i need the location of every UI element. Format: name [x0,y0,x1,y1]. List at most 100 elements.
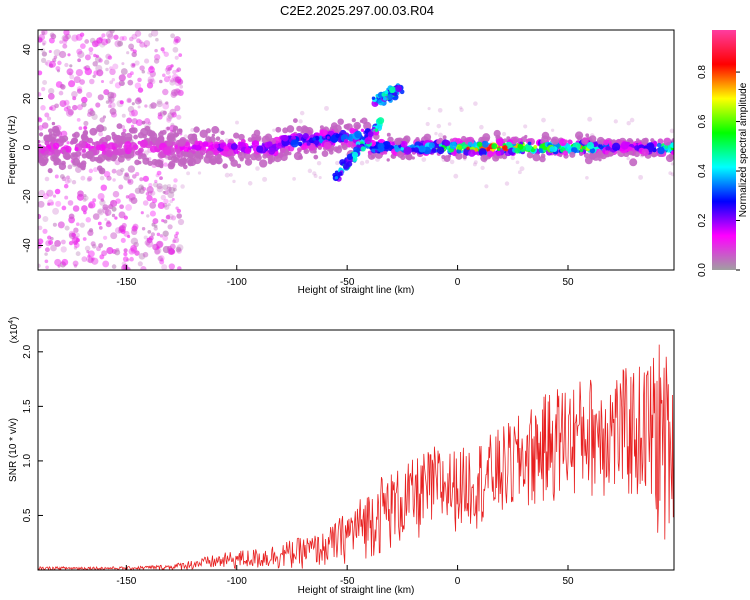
spectral-point [76,88,83,94]
spectral-point [84,67,92,76]
spectral-point [116,123,123,129]
spectral-point [73,240,78,246]
spectral-point [49,60,56,68]
snr-frame [37,329,675,571]
spectral-point [47,235,52,240]
spectral-point [199,129,208,138]
spectral-point [97,221,102,226]
spectral-point [131,109,138,117]
spectral-point [60,239,66,245]
spectral-point [163,162,168,167]
spectral-point [72,137,79,144]
spectral-point [538,148,543,153]
spectral-point [161,219,165,223]
spectral-point [186,171,191,176]
spectral-point [42,80,48,85]
spectral-point [82,130,88,137]
spectral-point [61,149,66,154]
spectral-point [296,125,303,132]
spectral-point [121,113,126,118]
spectral-point [477,141,483,148]
spectral-point [629,139,634,144]
spectral-point [172,239,176,244]
spectrogram-marks [38,30,674,270]
spectral-point [47,92,55,100]
spectral-point [99,199,106,206]
spectral-point [564,139,568,144]
spectral-point [360,146,366,152]
spectral-point [255,166,260,171]
spectral-point [111,78,115,82]
spectral-point [38,70,43,76]
spectral-point [54,174,59,179]
spectral-point [155,173,160,178]
spectral-point [112,135,122,144]
spectral-point [64,195,69,200]
spectral-point [147,160,153,166]
spectral-point [155,37,159,42]
spectral-point [558,153,563,158]
spectral-point [149,210,156,217]
spectrogram-y-ticks: -40 -20 0 20 40 [22,44,43,253]
spectral-point [114,227,122,234]
spectral-point [180,184,185,189]
spectral-point [129,256,134,262]
colorbar-tick-label: 0.0 [697,263,708,277]
x-tick-label: 50 [562,576,574,587]
spectral-point [166,186,172,192]
spectral-point [79,79,85,85]
spectral-point [67,200,74,206]
figure-title: C2E2.2025.297.00.03.R04 [280,3,434,18]
spectral-point [42,42,46,46]
spectral-point [126,117,133,124]
y-tick-label: -40 [22,238,33,253]
snr-series-line [38,344,674,570]
y-tick-label: 2.0 [22,344,33,358]
spectral-point [46,189,54,197]
spectral-point [61,135,69,142]
spectral-point [144,58,150,64]
spectral-point [144,104,148,108]
spectral-point [197,171,202,175]
spectral-point [126,51,130,55]
spectral-point [84,245,91,252]
spectral-point [120,237,126,243]
spectral-point [211,125,220,134]
spectral-point [93,167,98,173]
spectral-point [431,148,437,153]
spectral-point [633,151,640,158]
spectral-point [38,189,46,197]
spectral-point [558,139,564,145]
snr-multiplier-base: (x10 [9,323,20,343]
spectral-point [224,172,230,178]
spectral-point [122,256,129,262]
spectral-point [578,151,584,157]
spectral-point [178,53,183,57]
spectral-point [177,138,186,147]
spectral-point [149,202,157,209]
spectral-point [194,140,200,146]
spectral-point [66,175,70,180]
spectral-point [110,232,118,240]
spectral-point [128,43,135,50]
spectral-point [120,167,125,173]
spectral-point [99,175,105,181]
spectral-point [44,140,50,146]
spectral-point [45,265,49,270]
spectral-point [96,69,104,77]
spectral-point [282,134,289,142]
spectral-point [60,84,66,90]
spectral-point [179,84,184,89]
spectral-point [233,132,240,139]
spectral-point [527,141,532,146]
spectral-point [629,117,635,123]
spectral-point [67,109,74,116]
spectral-point [117,40,123,47]
spectral-point [481,140,489,148]
spectral-point [127,98,132,103]
spectral-point [87,203,94,209]
spectral-point [38,139,41,144]
spectral-point [502,145,508,151]
spectral-point [171,112,177,118]
spectral-point [131,124,135,128]
